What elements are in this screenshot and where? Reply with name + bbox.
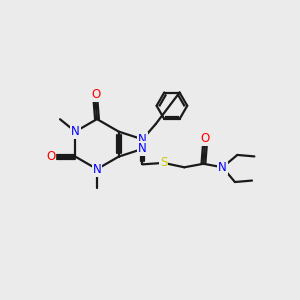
Text: N: N — [71, 125, 80, 138]
Text: O: O — [91, 88, 100, 101]
Text: N: N — [218, 161, 227, 174]
Text: O: O — [200, 132, 209, 145]
Text: O: O — [46, 150, 55, 163]
Text: N: N — [138, 142, 147, 155]
Text: methyl: methyl — [56, 114, 61, 116]
Text: N: N — [138, 133, 147, 146]
Text: S: S — [160, 156, 167, 170]
Text: N: N — [93, 163, 101, 176]
